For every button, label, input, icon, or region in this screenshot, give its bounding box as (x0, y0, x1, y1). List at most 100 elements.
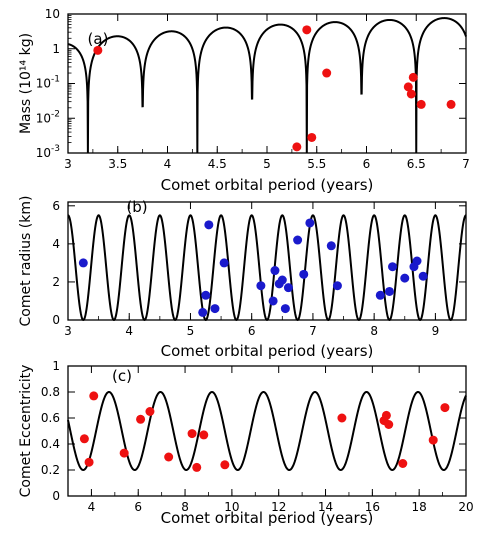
data-point (428, 435, 438, 445)
y-tick-base: 10 (45, 7, 60, 21)
y-tick-exponent: -3 (51, 144, 60, 154)
data-point (403, 82, 413, 92)
y-axis-label: Mass (10¹⁴ kg) (18, 33, 34, 134)
y-tick-label: 0 (52, 313, 60, 327)
x-tick-label: 4 (88, 500, 96, 514)
data-point (198, 307, 208, 317)
data-point (322, 68, 332, 78)
data-point (219, 258, 229, 268)
x-tick-label: 18 (412, 500, 427, 514)
x-tick-label: 4 (164, 157, 172, 171)
x-axis-label: Comet orbital period (years) (161, 176, 374, 194)
panel-a: 3 3.5 4 4.5 5 5.5 6 6.5 710110-110-210-3(a)Comet… (18, 7, 470, 194)
plot-frame (67, 365, 467, 497)
y-tick-label: 0 (52, 489, 60, 503)
data-point (199, 430, 209, 440)
data-point (187, 429, 197, 439)
data-point (277, 275, 287, 285)
y-tick-label: 0.8 (41, 385, 60, 399)
data-point (299, 269, 309, 279)
data-point (418, 271, 428, 281)
data-point (446, 99, 456, 109)
panel-c: 4 6 8 10 12 14 16 18 20 0 0.2 0.4 0.6 0.8 1 (c) Comet or… (18, 359, 474, 527)
data-point (384, 286, 394, 296)
y-tick-base: 10 (36, 146, 51, 160)
y-tick-label: 0.4 (41, 437, 60, 451)
data-point (375, 290, 385, 300)
data-point (292, 142, 302, 152)
data-point (388, 262, 398, 272)
data-point (283, 283, 293, 293)
data-point (412, 256, 422, 266)
data-point (307, 132, 317, 142)
x-tick-label: 16 (365, 500, 380, 514)
x-axis-label: Comet orbital period (years) (161, 509, 374, 527)
panel-label: (b) (126, 198, 147, 216)
y-tick-exponent: -2 (51, 109, 60, 119)
data-point (408, 72, 418, 82)
x-tick-label: 7 (462, 157, 470, 171)
x-tick-label: 5 (187, 324, 195, 338)
data-point (270, 266, 280, 276)
x-tick-label: 14 (318, 500, 333, 514)
data-point (192, 462, 202, 472)
data-point (164, 452, 174, 462)
y-tick-label: 6 (52, 199, 60, 213)
data-point (79, 434, 89, 444)
x-tick-label: 6.5 (407, 157, 426, 171)
data-point (293, 235, 303, 245)
y-tick-label: 2 (52, 275, 60, 289)
data-point (398, 459, 408, 468)
data-point (305, 218, 315, 228)
y-tick-label: 1 (52, 42, 60, 56)
x-tick-label: 6 (363, 157, 371, 171)
data-point (384, 420, 394, 429)
data-point (381, 410, 391, 420)
data-point (89, 391, 99, 401)
y-tick-label: 10-2 (36, 109, 60, 125)
x-tick-label: 20 (458, 500, 473, 514)
data-point (280, 304, 290, 314)
data-point (210, 304, 220, 314)
x-tick-label: 7 (309, 324, 317, 338)
data-point (337, 413, 347, 423)
data-point (256, 281, 266, 291)
x-tick-label: 6 (248, 324, 256, 338)
y-axis-label: Comet Eccentricity (18, 365, 34, 498)
y-tick-label: 0.2 (41, 463, 60, 477)
y-tick-exponent: -1 (51, 75, 60, 85)
data-point (302, 25, 312, 35)
x-tick-label: 4.5 (208, 157, 227, 171)
data-point (136, 414, 146, 424)
data-point (204, 220, 214, 230)
y-tick-label: 10-1 (36, 75, 60, 91)
panel-label: (c) (112, 367, 132, 385)
x-axis-label: Comet orbital period (years) (161, 342, 374, 360)
data-point (201, 290, 211, 300)
data-point (440, 403, 450, 413)
y-tick-label: 1 (52, 359, 60, 373)
y-tick-label: 0.6 (41, 411, 60, 425)
y-tick-label: 4 (52, 237, 60, 251)
y-tick-label: 10 (45, 7, 60, 21)
panel-label: (a) (88, 30, 109, 48)
model-curve (67, 17, 467, 154)
y-axis-label: Comet radius (km) (18, 196, 34, 327)
data-point (416, 99, 426, 109)
x-tick-label: 10 (224, 500, 239, 514)
y-tick-base: 10 (36, 77, 51, 91)
data-point (400, 273, 410, 283)
data-point (326, 241, 336, 251)
x-tick-label: 3 (64, 324, 72, 338)
data-point (220, 460, 230, 470)
plot-frame (67, 201, 467, 321)
x-tick-label: 9 (432, 324, 440, 338)
data-point (332, 281, 342, 291)
data-point (78, 258, 88, 268)
x-tick-label: 8 (181, 500, 189, 514)
data-point (93, 45, 103, 55)
data-point (119, 448, 129, 458)
x-tick-label: 4 (125, 324, 133, 338)
x-tick-label: 12 (271, 500, 286, 514)
y-tick-base: 1 (52, 42, 60, 56)
